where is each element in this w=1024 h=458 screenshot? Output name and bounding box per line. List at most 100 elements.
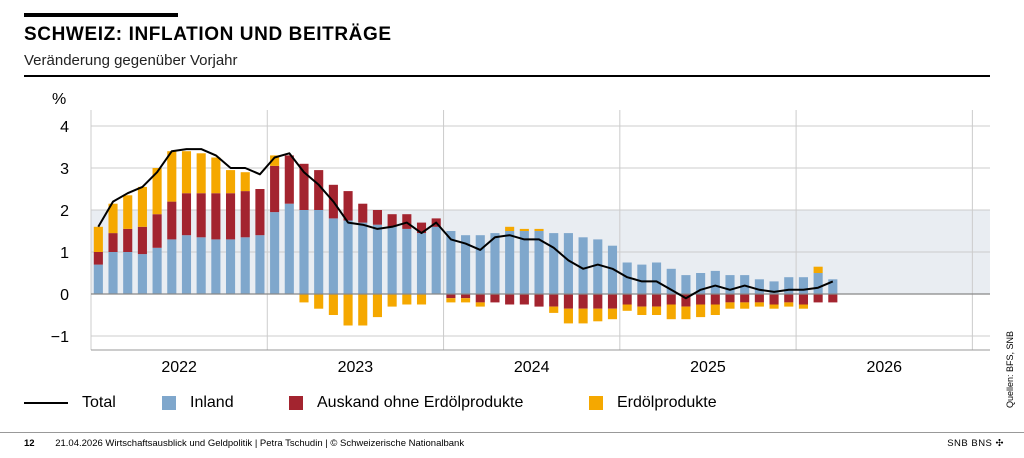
bar-ausland [696,294,706,305]
source-note: Quellen: BFS, SNB [1005,330,1015,408]
bar-ausland [240,191,250,238]
bar-erdoel [651,306,662,315]
x-tick-label-year: 2026 [866,359,902,376]
bar-inland [490,233,500,294]
bar-inland [549,233,559,294]
bar-ausland [358,203,368,223]
bar-ausland [490,294,500,303]
bar-erdoel [696,304,706,318]
x-tick-label-year: 2022 [161,359,197,376]
bar-inland [270,212,280,294]
bar-ausland [578,294,588,309]
bar-erdoel [446,298,456,303]
legend-item-ausland: Auskand ohne Erdölprodukte [289,392,523,414]
bar-ausland [563,294,573,309]
bar-erdoel [798,304,808,309]
bar-erdoel [299,294,309,303]
bar-erdoel [123,195,133,229]
bar-inland [358,222,368,294]
legend: Total Inland Auskand ohne Erdölprodukte … [24,392,784,414]
bar-inland [637,264,647,294]
bar-inland [798,277,808,294]
bar-inland [710,270,720,294]
bar-ausland [93,252,103,265]
bar-ausland [314,170,324,210]
bar-erdoel [343,294,353,326]
bar-erdoel [593,308,603,322]
chart-subtitle: Veränderung gegenüber Vorjahr [24,52,238,69]
legend-swatch-inland [162,396,176,410]
bar-ausland [784,294,794,303]
bar-erdoel [666,304,676,320]
snb-logo: SNB BNS ✣ [947,438,1004,449]
legend-item-inland: Inland [162,392,234,414]
bar-erdoel [211,157,221,194]
bar-inland [343,220,353,294]
bar-ausland [710,294,720,305]
bar-erdoel [358,294,368,326]
y-tick-label: 4 [60,119,69,136]
bar-ausland [637,294,647,307]
bar-inland [284,203,294,294]
bar-series [93,151,838,326]
bar-erdoel [196,153,206,194]
bar-ausland [725,294,735,303]
bar-inland [299,210,309,294]
bar-erdoel [181,151,192,194]
x-tick-label-year: 2024 [514,359,550,376]
bar-erdoel [93,226,103,252]
bar-ausland [446,294,456,299]
bar-erdoel [637,306,647,315]
y-axis-ticks: 4 3 2 1 0 −1 [51,119,69,346]
bar-erdoel [725,302,735,309]
bar-erdoel [769,304,779,309]
bar-inland [255,235,265,294]
bar-ausland [416,222,427,234]
legend-label-inland: Inland [190,394,234,411]
legend-label-ausland: Auskand ohne Erdölprodukte [317,394,524,411]
bar-erdoel [137,186,147,227]
bar-erdoel [328,294,338,315]
bar-erdoel [461,298,471,303]
bar-inland [461,235,471,294]
y-tick-label: −1 [51,329,69,346]
bar-inland [578,237,588,294]
bar-erdoel [784,302,794,307]
legend-swatch-ausland [289,396,303,410]
bar-inland [828,279,838,294]
bar-ausland [284,155,294,204]
bar-ausland [137,226,147,255]
bar-ausland [402,214,412,229]
bar-inland [622,262,632,294]
bar-inland [534,231,544,294]
bar-erdoel [240,172,250,192]
bar-erdoel [578,308,588,324]
bar-erdoel [108,203,118,234]
y-tick-label: 0 [60,287,69,304]
bar-ausland [372,210,382,225]
bar-erdoel [402,294,412,305]
bar-ausland [607,294,618,309]
page-number: 12 [24,438,35,449]
bar-erdoel [622,304,632,311]
bar-erdoel [681,306,691,320]
bar-inland [137,254,147,294]
bar-ausland [740,294,750,303]
bar-erdoel [710,304,720,315]
bar-erdoel [563,308,573,324]
bar-ausland [225,193,236,240]
legend-item-erdoel: Erdölprodukte [589,392,717,414]
bar-inland [328,218,338,294]
bar-erdoel [607,308,618,320]
bar-inland [416,233,427,294]
bar-inland [431,226,441,294]
bar-inland [402,228,412,294]
bar-ausland [549,294,559,307]
legend-label-total: Total [82,394,116,411]
bar-erdoel [475,302,485,307]
inflation-chart: 4 3 2 1 0 −1 % 2022 2023 2024 2025 2026 [51,91,990,376]
bar-erdoel [534,228,544,231]
legend-swatch-erdoel [589,396,603,410]
title-divider [24,75,990,77]
bar-inland [651,262,662,294]
